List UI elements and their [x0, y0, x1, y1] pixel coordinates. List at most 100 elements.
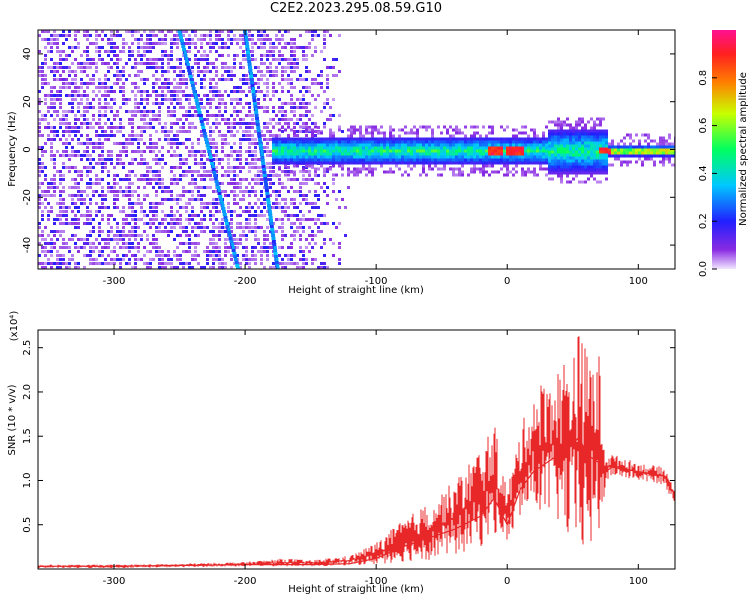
- heatmap-cell: [191, 66, 194, 69]
- heatmap-cell: [116, 222, 119, 225]
- heatmap-cell: [263, 202, 266, 205]
- heatmap-cell: [287, 42, 290, 45]
- heatmap-cell: [299, 125, 302, 129]
- heatmap-cell: [203, 250, 206, 253]
- heatmap-cell: [329, 143, 332, 147]
- heatmap-cell: [368, 170, 371, 174]
- heatmap-cell: [536, 152, 539, 156]
- heatmap-cell: [308, 218, 311, 221]
- heatmap-cell: [353, 125, 356, 129]
- heatmap-cell: [95, 94, 98, 97]
- heatmap-cell: [50, 102, 53, 105]
- heatmap-cell: [38, 126, 41, 129]
- heatmap-cell: [158, 94, 161, 97]
- heatmap-cell: [443, 149, 446, 153]
- heatmap-cell: [476, 149, 479, 153]
- heatmap-cell: [365, 149, 368, 153]
- heatmap-cell: [602, 144, 605, 148]
- heatmap-cell: [80, 158, 83, 161]
- heatmap-cell: [302, 58, 305, 61]
- heatmap-cell: [578, 150, 581, 154]
- heatmap-cell: [362, 137, 365, 141]
- heatmap-cell: [452, 143, 455, 147]
- heatmap-cell: [122, 150, 125, 153]
- heatmap-cell: [293, 230, 296, 233]
- heatmap-cell: [671, 163, 674, 167]
- heatmap-cell: [338, 34, 341, 37]
- heatmap-cell: [521, 152, 524, 156]
- heatmap-cell: [206, 94, 209, 97]
- heatmap-cell: [92, 150, 95, 153]
- heatmap-cell: [422, 149, 425, 153]
- heatmap-cell: [335, 158, 338, 162]
- heatmap-cell: [368, 158, 371, 162]
- heatmap-cell: [137, 150, 140, 153]
- heatmap-cell: [158, 186, 161, 189]
- heatmap-cell: [275, 66, 278, 69]
- heatmap-cell: [317, 194, 320, 197]
- heatmap-cell: [242, 66, 245, 69]
- heatmap-cell: [86, 182, 89, 185]
- heatmap-cell: [542, 131, 545, 135]
- heatmap-cell: [317, 155, 320, 159]
- heatmap-cell: [149, 178, 152, 181]
- heatmap-cell: [248, 69, 253, 72]
- heatmap-cell: [569, 141, 572, 145]
- heatmap-cell: [374, 161, 377, 165]
- heatmap-cell: [65, 166, 68, 169]
- heatmap-cell: [68, 206, 71, 209]
- heatmap-cell: [271, 234, 276, 237]
- heatmap-cell: [293, 158, 296, 162]
- heatmap-cell: [122, 70, 125, 73]
- heatmap-cell: [245, 210, 248, 213]
- heatmap-cell: [467, 161, 470, 165]
- heatmap-cell: [287, 90, 290, 93]
- heatmap-cell: [488, 173, 491, 177]
- heatmap-cell: [188, 198, 191, 201]
- heatmap-cell: [170, 166, 173, 169]
- heatmap-cell: [143, 114, 146, 117]
- heatmap-cell: [308, 152, 311, 156]
- heatmap-cell: [101, 162, 104, 165]
- heatmap-cell: [149, 30, 152, 33]
- heatmap-cell: [323, 140, 326, 144]
- heatmap-cell: [287, 173, 290, 177]
- heatmap-cell: [470, 146, 473, 150]
- heatmap-cell: [197, 150, 200, 153]
- heatmap-cell: [326, 86, 329, 89]
- heatmap-cell: [578, 144, 581, 148]
- heatmap-cell: [272, 94, 275, 97]
- heatmap-cell: [521, 170, 524, 174]
- heatmap-cell: [242, 90, 245, 93]
- heatmap-cell: [50, 70, 53, 73]
- heatmap-cell: [566, 138, 569, 142]
- heatmap-cell: [218, 46, 221, 49]
- heatmap-cell: [44, 250, 47, 253]
- heatmap-cell: [656, 145, 659, 149]
- heatmap-cell: [98, 234, 101, 237]
- heatmap-cell: [341, 164, 344, 168]
- heatmap-cell: [257, 138, 262, 141]
- heatmap-cell: [575, 144, 578, 148]
- heatmap-cell: [209, 218, 212, 221]
- heatmap-cell: [302, 155, 305, 159]
- heatmap-cell: [407, 173, 410, 177]
- heatmap-cell: [86, 86, 89, 89]
- heatmap-cell: [608, 148, 611, 152]
- heatmap-cell: [59, 66, 62, 69]
- heatmap-cell: [239, 182, 242, 185]
- heatmap-cell: [431, 140, 434, 144]
- heatmap-cell: [98, 242, 101, 245]
- heatmap-cell: [134, 86, 137, 89]
- heatmap-cell: [149, 222, 152, 225]
- heatmap-cell: [575, 141, 578, 145]
- heatmap-cell: [83, 110, 86, 113]
- heatmap-cell: [323, 102, 326, 105]
- heatmap-cell: [248, 182, 251, 185]
- heatmap-cell: [242, 118, 245, 121]
- heatmap-cell: [161, 222, 164, 225]
- heatmap-cell: [401, 137, 404, 141]
- heatmap-cell: [92, 58, 95, 61]
- heatmap-cell: [278, 262, 281, 265]
- heatmap-cell: [41, 82, 44, 85]
